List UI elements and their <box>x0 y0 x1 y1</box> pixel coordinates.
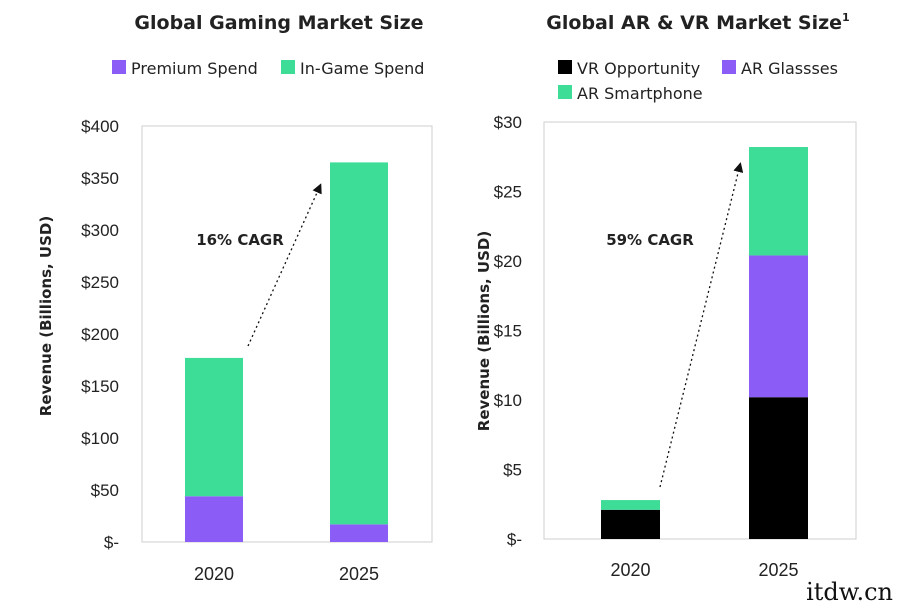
y-tick-label: $30 <box>494 113 522 132</box>
arvr-y-axis-label: Revenue (Billions, USD) <box>475 231 493 431</box>
y-tick-label: $150 <box>81 377 119 396</box>
legend-swatch-ingame <box>281 60 295 74</box>
arvr-chart-title-footnote: 1 <box>842 11 850 24</box>
legend-swatch-arsmartphone <box>558 85 572 99</box>
legend-label-arglasses: AR Glassses <box>741 59 838 78</box>
bar-segment <box>330 162 388 525</box>
y-tick-label: $300 <box>81 221 119 240</box>
gaming-bars <box>185 162 388 542</box>
arvr-chart: Global AR & VR Market Size1 VR Opportuni… <box>475 11 857 580</box>
gaming-chart-title: Global Gaming Market Size <box>134 12 423 34</box>
bar-segment <box>330 524 388 542</box>
arvr-cagr-label: 59% CAGR <box>606 231 694 249</box>
arvr-chart-title: Global AR & VR Market Size1 <box>546 11 849 34</box>
legend-swatch-premium <box>112 60 126 74</box>
arvr-y-ticks: $- $5 $10 $15 $20 $25 $30 <box>494 113 522 549</box>
gaming-y-axis-label: Revenue (Billions, USD) <box>37 216 55 416</box>
legend-swatch-vr <box>558 60 572 74</box>
y-tick-label: $20 <box>494 252 522 271</box>
x-category-label: 2020 <box>194 564 234 584</box>
arvr-categories: 2020 2025 <box>610 560 798 580</box>
y-tick-label: $10 <box>494 391 522 410</box>
arvr-plot-area <box>543 121 857 540</box>
arvr-bars <box>601 147 808 539</box>
y-tick-label: $5 <box>503 461 522 480</box>
y-tick-label: $400 <box>81 117 119 136</box>
gaming-cagr-label: 16% CAGR <box>196 231 284 249</box>
watermark-text: itdw.cn <box>806 578 893 606</box>
bar-segment <box>185 496 243 542</box>
arvr-cagr-arrow <box>659 162 744 488</box>
y-tick-label: $100 <box>81 429 119 448</box>
gaming-y-ticks: $- $50 $100 $150 $200 $250 $300 $350 $400 <box>81 117 119 552</box>
legend-label-ingame: In-Game Spend <box>300 59 424 78</box>
legend-label-premium: Premium Spend <box>131 59 258 78</box>
bar-segment <box>185 357 243 497</box>
bar-segment <box>601 500 660 510</box>
y-tick-label: $- <box>104 533 119 552</box>
y-tick-label: $15 <box>494 322 522 341</box>
gaming-plot-area <box>141 125 433 543</box>
x-category-label: 2020 <box>610 560 650 580</box>
legend-label-arsmartphone: AR Smartphone <box>577 84 703 103</box>
x-category-label: 2025 <box>339 564 379 584</box>
arvr-chart-title-text: Global AR & VR Market Size <box>546 12 842 34</box>
y-tick-label: $250 <box>81 273 119 292</box>
bar-segment <box>601 509 660 539</box>
y-tick-label: $- <box>507 530 522 549</box>
legend-label-vr: VR Opportunity <box>577 59 700 78</box>
gaming-cagr-arrow <box>247 183 322 347</box>
bar-segment <box>749 147 808 256</box>
y-tick-label: $350 <box>81 169 119 188</box>
gaming-chart: Global Gaming Market Size Premium Spend … <box>37 12 433 584</box>
gaming-categories: 2020 2025 <box>194 564 379 584</box>
bar-segment <box>749 255 808 398</box>
legend-swatch-arglasses <box>722 60 736 74</box>
y-tick-label: $200 <box>81 325 119 344</box>
bar-segment <box>749 397 808 539</box>
y-tick-label: $25 <box>494 183 522 202</box>
y-tick-label: $50 <box>91 481 119 500</box>
x-category-label: 2025 <box>758 560 798 580</box>
